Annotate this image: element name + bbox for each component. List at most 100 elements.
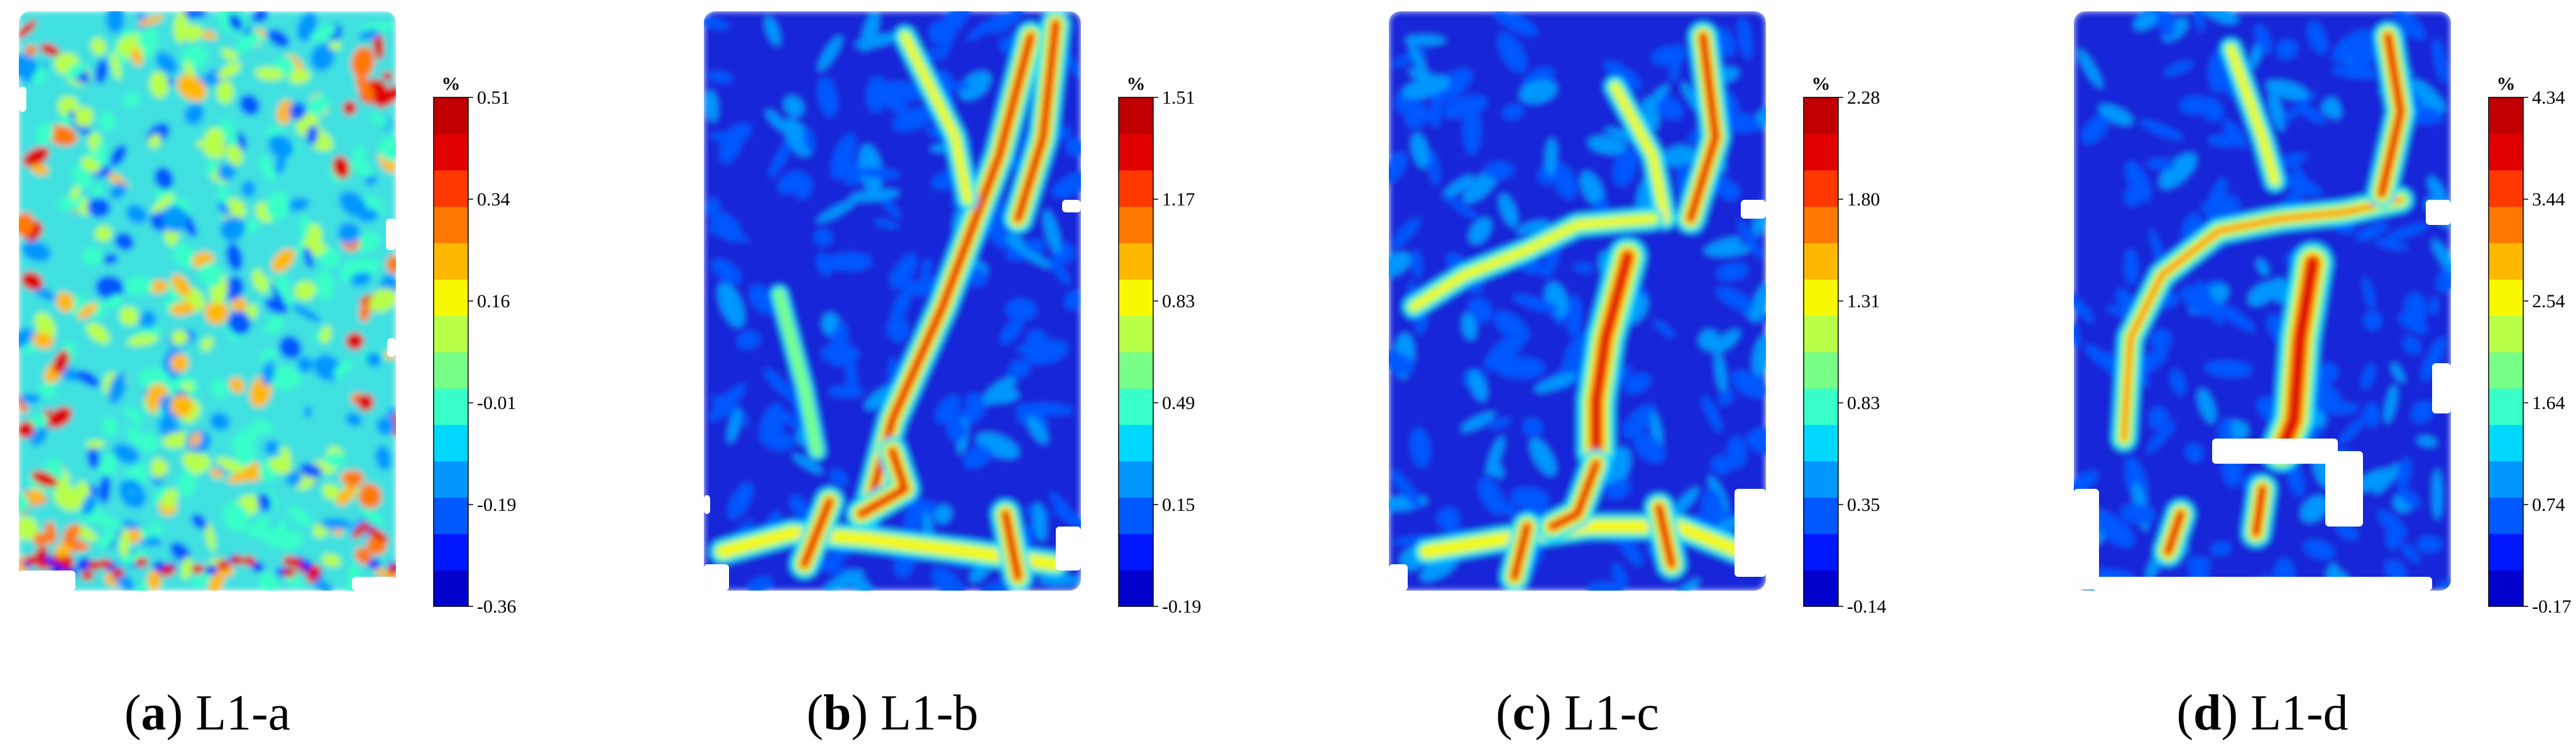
strain-blob [346,332,364,350]
strain-map-d [2074,11,2451,591]
strain-blob [362,508,384,526]
colorbar-frame [1803,97,1839,607]
colorbar-segment [1119,570,1153,607]
strain-blob [343,470,364,487]
missing-data-notch [1389,564,1408,591]
strain-blob [386,407,396,417]
strain-blob [261,361,275,386]
background-strain [891,290,910,322]
background-strain [2378,510,2407,538]
background-strain [707,71,733,83]
background-strain [2301,495,2328,522]
colorbar-segment [434,497,468,534]
strain-blob [278,336,302,359]
background-strain [2210,542,2231,555]
background-strain [1463,107,1481,155]
background-strain [2355,222,2389,241]
strain-blob [271,249,295,273]
strain-blob [87,446,100,469]
background-strain [1650,411,1663,451]
background-strain [990,11,1024,33]
strain-blob [139,310,157,329]
strain-blob [109,182,127,200]
colorbar-tick-label: 2.54 [2532,291,2565,312]
colorbar-tick-label: 1.17 [1162,189,1195,210]
background-strain [1050,492,1072,516]
missing-data-notch [704,564,729,591]
strain-blob [203,127,226,158]
background-strain [2404,292,2427,327]
strain-blob [127,334,158,347]
background-strain [2256,259,2269,276]
main-crack [1592,252,1632,456]
strain-blob [246,525,262,538]
caption-c: (c) L1-c [1496,686,1659,741]
strain-blob [376,85,396,108]
strain-blob [75,107,94,128]
background-strain [765,16,781,46]
colorbar-tick-label: 4.34 [2532,87,2565,108]
background-strain [2417,536,2442,552]
background-strain [2417,436,2437,447]
missing-data-notch [1735,489,1766,577]
background-strain [1442,95,1488,119]
strain-blob [19,394,28,413]
strain-blob [99,453,117,481]
background-strain [1714,352,1727,393]
background-strain [2255,24,2271,54]
strain-blob [58,114,73,127]
strain-blob [217,62,241,79]
background-strain [2078,49,2103,89]
colorbar-segment [2489,279,2523,316]
crack-band [1656,505,1675,567]
background-strain [2223,119,2247,148]
strain-blob [379,137,396,161]
strain-blob [304,406,312,418]
background-strain [1562,338,1582,374]
strain-blob [19,20,37,39]
colorbar-segment [1804,497,1838,534]
colorbar-segment [1804,279,1838,316]
edge-spot [231,555,244,566]
background-strain [1716,263,1749,281]
background-strain [1670,488,1699,517]
colorbar-d: % 4.34 3.44 2.54 1.64 0.74 -0.17 [2488,74,2572,613]
edge-spot [25,555,38,566]
background-strain [1523,418,1542,437]
background-strain [1027,415,1048,444]
strain-blob [201,30,217,40]
colorbar-segment [2489,97,2523,134]
colorbar-segment [434,243,468,280]
background-strain [1498,32,1526,73]
background-strain [1652,46,1680,65]
background-strain [2336,522,2359,540]
background-strain [1406,96,1439,126]
strain-blob [138,432,158,453]
strain-blob [162,488,178,510]
strain-blob [265,315,284,334]
background-strain [1389,152,1407,184]
strain-blob [270,366,302,390]
background-strain [1513,294,1559,313]
strain-blob [364,175,378,186]
background-strain [2217,303,2255,332]
edge-spot [111,568,124,579]
background-strain [1587,136,1628,155]
strain-blob [70,185,80,200]
background-strain [976,432,1019,459]
colorbar-segment [2489,570,2523,607]
strain-blob [382,71,393,82]
background-strain [707,227,750,243]
strain-blob [258,156,277,182]
background-strain [1415,312,1428,334]
strain-blob [217,163,236,182]
missing-data-notch [352,577,396,591]
background-strain [1716,287,1755,312]
background-strain [2081,115,2108,145]
strain-blob [56,292,75,312]
background-strain [1043,210,1061,254]
strain-blob [258,572,279,591]
strain-blob [229,377,244,393]
colorbar-segment [434,170,468,207]
strain-blob [32,332,53,349]
